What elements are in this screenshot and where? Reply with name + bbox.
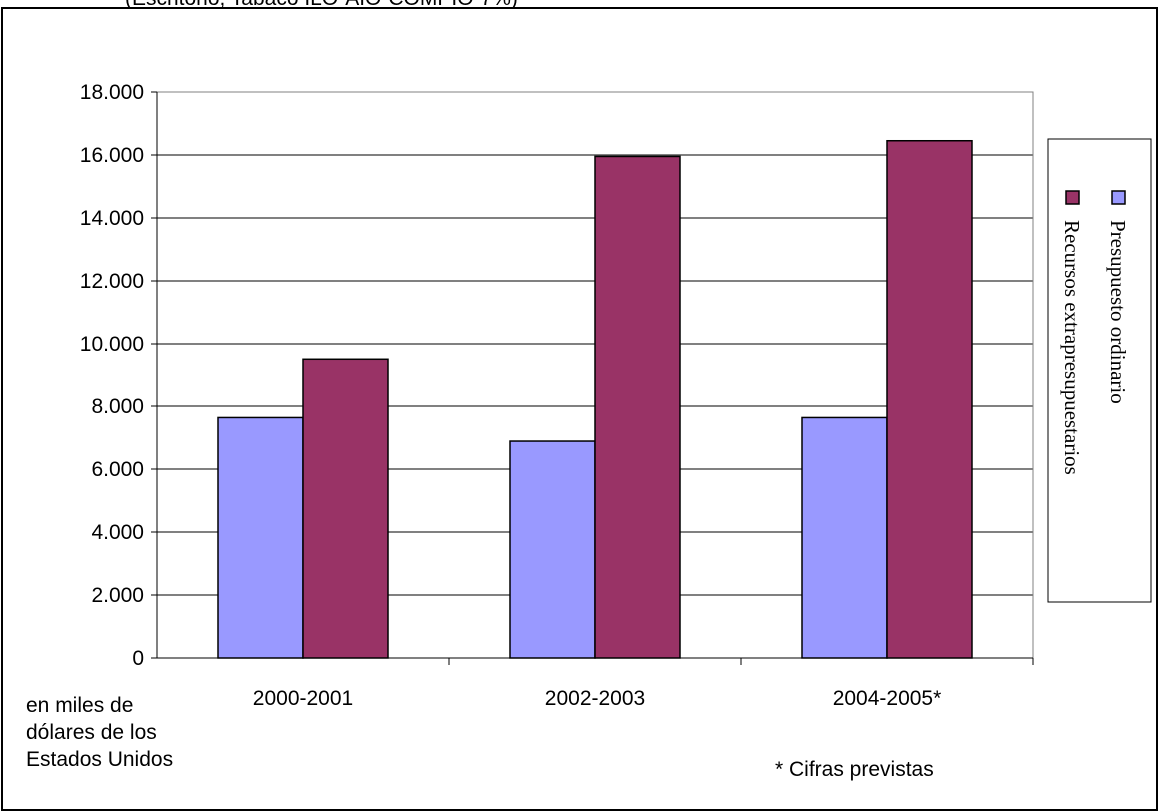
y-tick-label: 14.000 xyxy=(80,207,144,230)
legend-swatch xyxy=(1065,190,1080,205)
x-tick-labels: 2000-2001 2002-2003 2004-2005* xyxy=(253,687,942,710)
legend-label: Recursos extrapresupuestarios xyxy=(1060,220,1084,475)
bar xyxy=(302,358,389,659)
bar xyxy=(217,416,304,659)
y-tick-label: 18.000 xyxy=(80,81,144,104)
y-tick-label: 16.000 xyxy=(80,144,144,167)
legend-box xyxy=(1047,138,1152,603)
y-tick-label: 10.000 xyxy=(80,333,144,356)
bar-group xyxy=(217,139,973,659)
y-tick-label: 12.000 xyxy=(80,270,144,293)
legend-label: Presupuesto ordinario xyxy=(1106,220,1130,404)
legend-swatch xyxy=(1111,190,1126,205)
y-tick-label: 8.000 xyxy=(91,395,144,418)
footnote: * Cifras previstas xyxy=(775,758,934,781)
y-tick-labels: 0 2.000 4.000 6.000 8.000 10.000 12.000 14.000 1… xyxy=(80,81,144,670)
bar xyxy=(886,139,973,659)
y-tick-label: 4.000 xyxy=(91,521,144,544)
unit-label-line: Estados Unidos xyxy=(26,748,173,771)
bar xyxy=(594,155,681,659)
x-tick-label: 2004-2005* xyxy=(833,687,942,710)
x-tick-label: 2000-2001 xyxy=(253,687,353,710)
unit-label: en miles de dólares de los Estados Unidos xyxy=(26,694,173,771)
y-tick-label: 2.000 xyxy=(91,584,144,607)
unit-label-line: en miles de xyxy=(26,694,133,717)
header-text: (Escritorio, Tabaco ILO-AIO-COMPIO-7%) xyxy=(125,0,518,10)
bar xyxy=(509,440,596,659)
y-tick-label: 0 xyxy=(132,647,144,670)
x-tick-label: 2002-2003 xyxy=(545,687,645,710)
legend: Presupuesto ordinario Recursos extrapresu… xyxy=(1047,138,1152,603)
axes xyxy=(151,91,1034,665)
y-tick-label: 6.000 xyxy=(91,458,144,481)
bar xyxy=(801,416,888,659)
unit-label-line: dólares de los xyxy=(26,721,157,744)
